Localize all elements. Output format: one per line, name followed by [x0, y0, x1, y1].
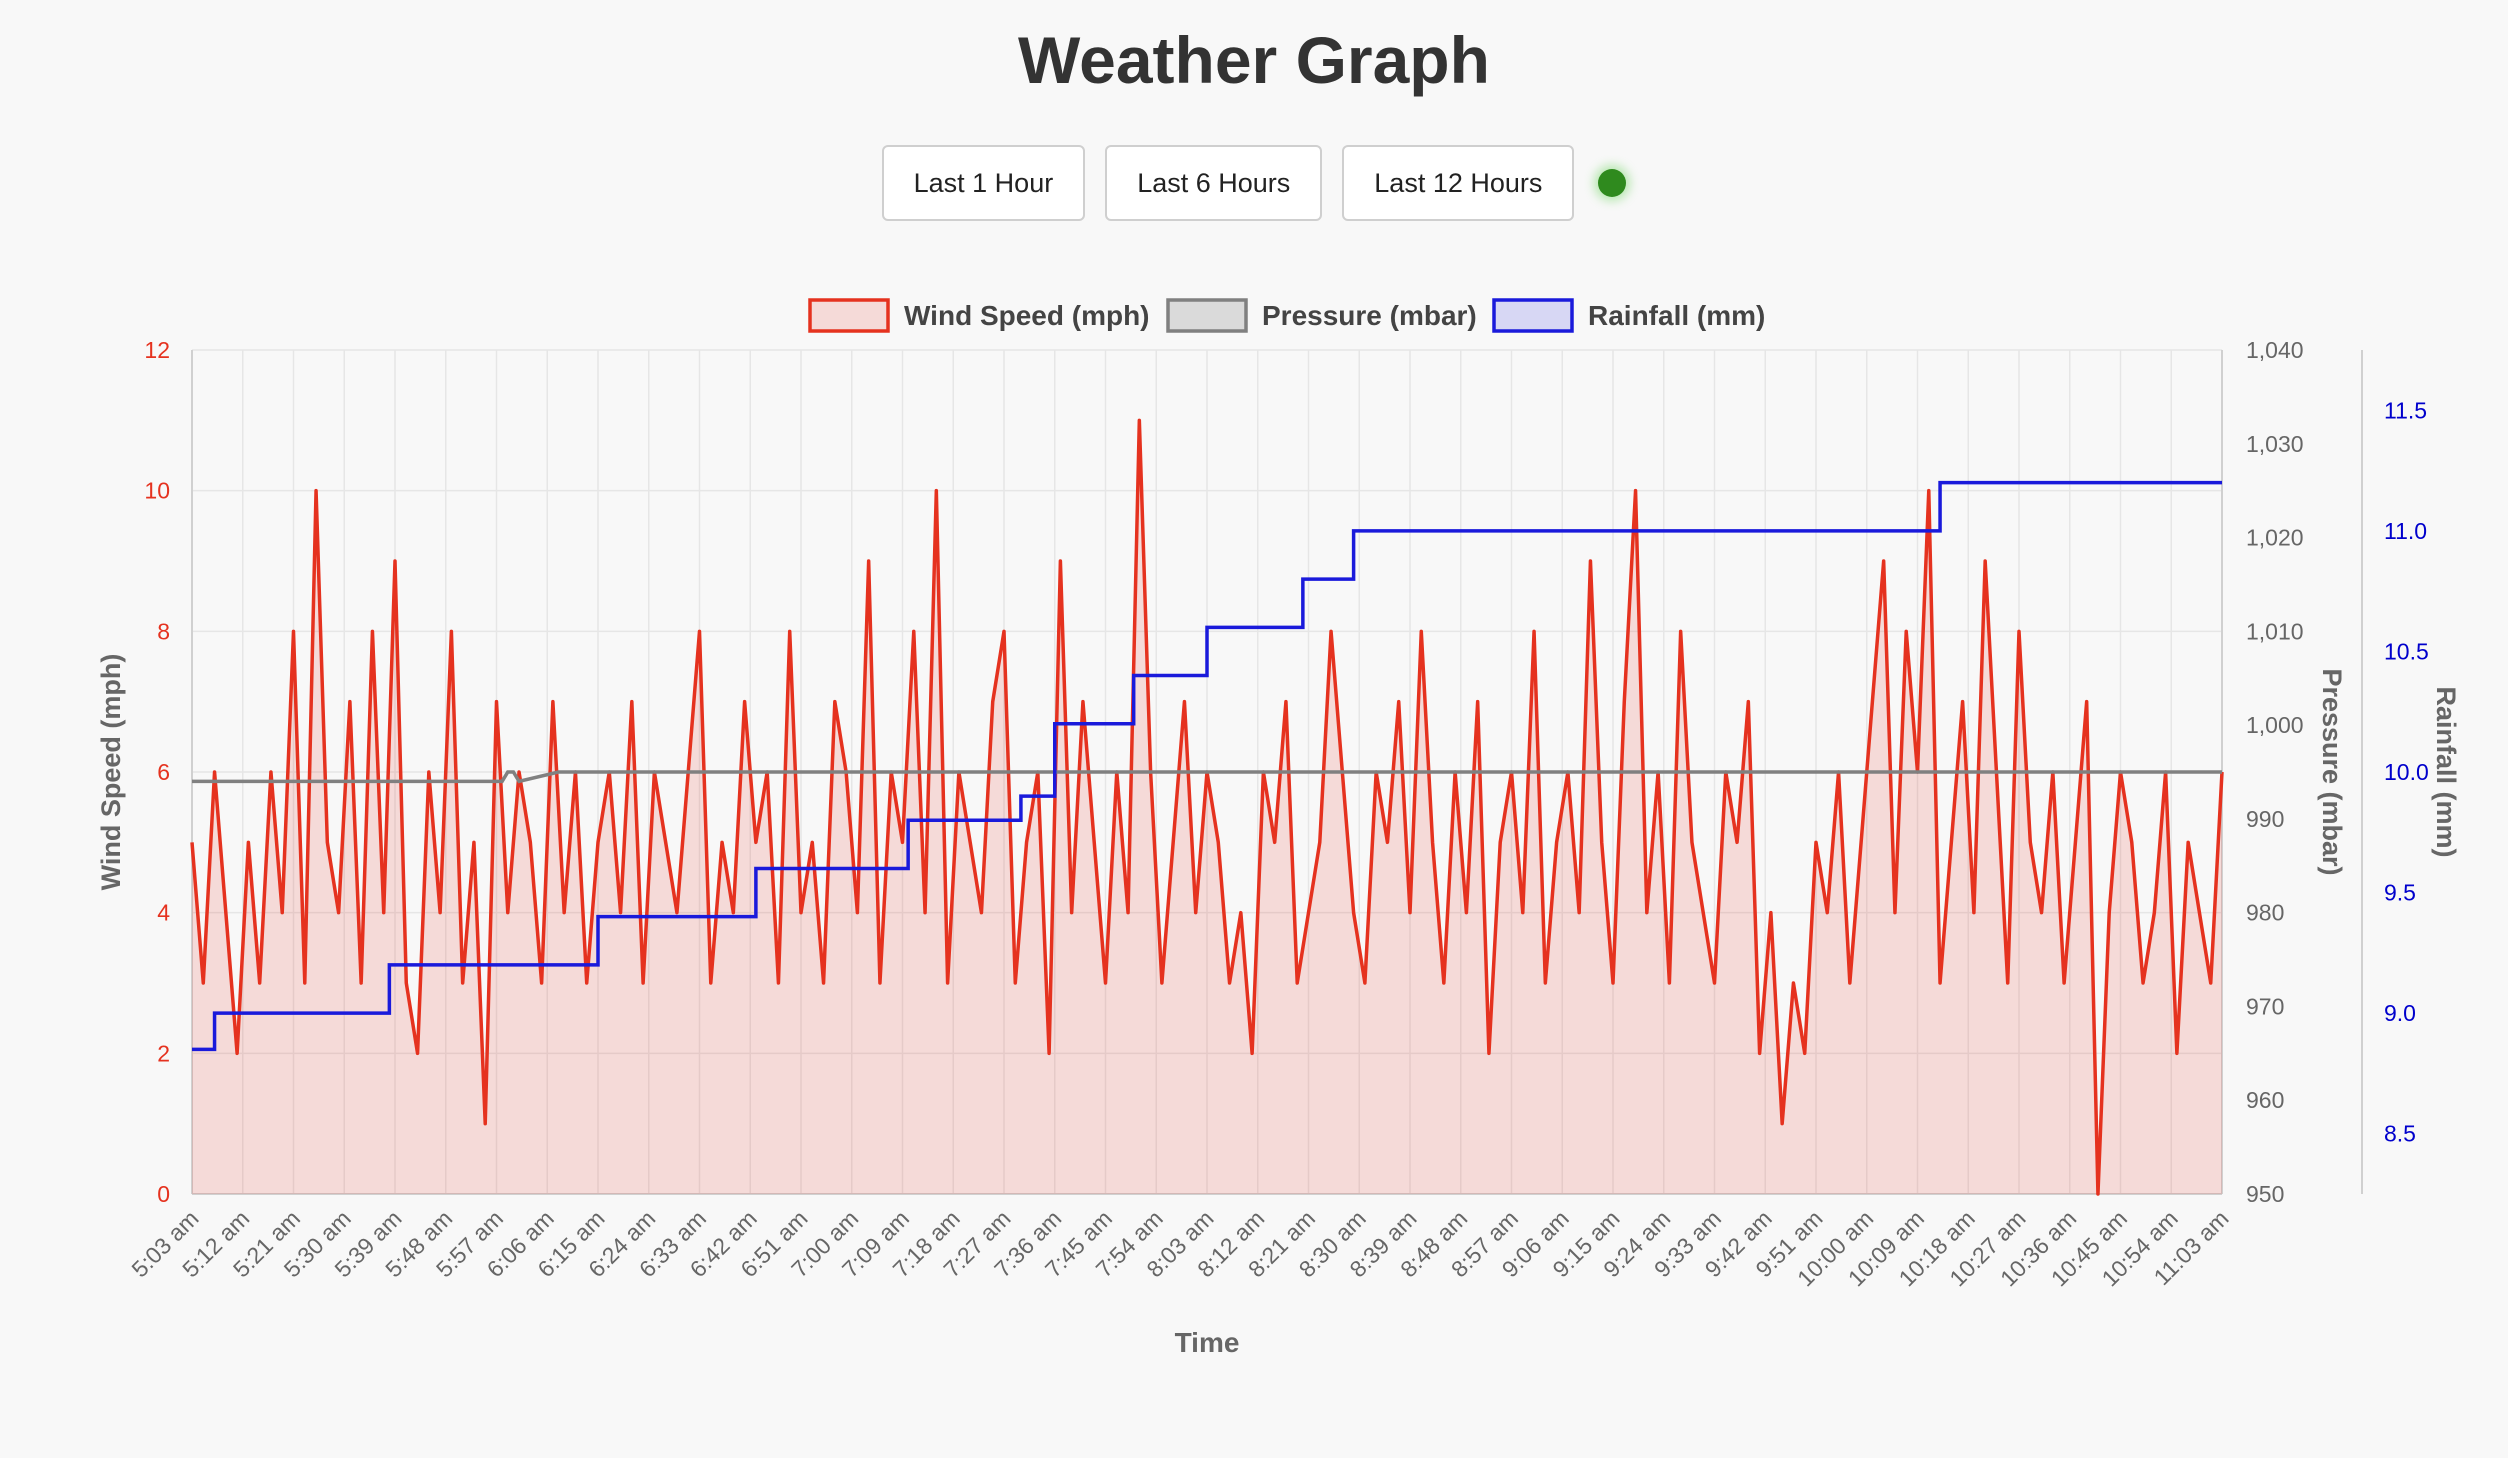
- rain-axis-tick-label: 11.0: [2384, 518, 2427, 544]
- rain-axis-tick-label: 10.0: [2384, 759, 2429, 785]
- rain-axis-title: Rainfall (mm): [2431, 686, 2461, 857]
- pressure-axis-tick-label: 970: [2246, 993, 2284, 1019]
- last-1-hour-button[interactable]: Last 1 Hour: [881, 145, 1086, 221]
- pressure-axis-title: Pressure (mbar): [2317, 668, 2347, 875]
- rain-axis-tick-label: 9.5: [2384, 880, 2416, 906]
- legend-label-pressure: Pressure (mbar): [1262, 300, 1477, 331]
- rainfall-line: [192, 480, 2222, 1052]
- x-axis-title: Time: [1175, 1327, 1240, 1358]
- legend-swatch-wind-speed: [808, 298, 890, 333]
- wind-axis-tick-label: 0: [157, 1181, 170, 1207]
- legend-item-rainfall[interactable]: Rainfall (mm): [1492, 298, 1765, 333]
- legend-swatch-rainfall: [1492, 298, 1574, 333]
- pressure-axis-tick-label: 990: [2246, 806, 2284, 832]
- pressure-axis-tick-label: 1,000: [2246, 712, 2304, 738]
- wind-axis-tick-label: 4: [157, 900, 170, 926]
- legend-item-pressure[interactable]: Pressure (mbar): [1166, 298, 1477, 333]
- wind-axis-tick-label: 12: [144, 337, 170, 363]
- legend-label-rainfall: Rainfall (mm): [1588, 300, 1765, 331]
- live-status-indicator: [1598, 169, 1627, 197]
- wind-axis-tick-label: 2: [157, 1040, 170, 1066]
- last-6-hours-button[interactable]: Last 6 Hours: [1105, 145, 1323, 221]
- rain-axis-tick-label: 8.5: [2384, 1121, 2416, 1147]
- wind-axis-title: Wind Speed (mph): [96, 654, 126, 891]
- pressure-axis-tick-label: 960: [2246, 1087, 2284, 1113]
- pressure-axis-tick-label: 980: [2246, 900, 2284, 926]
- last-12-hours-button[interactable]: Last 12 Hours: [1342, 145, 1575, 221]
- pressure-axis-tick-label: 1,040: [2246, 337, 2304, 363]
- pressure-axis-tick-label: 1,030: [2246, 431, 2304, 457]
- pressure-axis-tick-label: 1,010: [2246, 618, 2304, 644]
- pressure-axis-tick-label: 950: [2246, 1181, 2284, 1207]
- wind-speed-area: [192, 420, 2222, 1194]
- legend-item-wind-speed[interactable]: Wind Speed (mph): [808, 298, 1150, 333]
- page-title: Weather Graph: [1018, 23, 1490, 97]
- legend-label-wind-speed: Wind Speed (mph): [904, 300, 1150, 331]
- legend-swatch-pressure: [1166, 298, 1248, 333]
- rain-axis-tick-label: 9.0: [2384, 1000, 2416, 1026]
- rain-axis-tick-label: 10.5: [2384, 638, 2429, 664]
- pressure-line: [192, 770, 2222, 784]
- wind-axis-tick-label: 8: [157, 618, 170, 644]
- range-controls: Last 1 Hour Last 6 Hours Last 12 Hours: [0, 145, 2508, 221]
- pressure-axis-tick-label: 1,020: [2246, 525, 2304, 551]
- rain-axis-tick-label: 11.5: [2384, 397, 2427, 423]
- wind-axis-tick-label: 10: [144, 478, 170, 504]
- wind-axis-tick-label: 6: [157, 759, 170, 785]
